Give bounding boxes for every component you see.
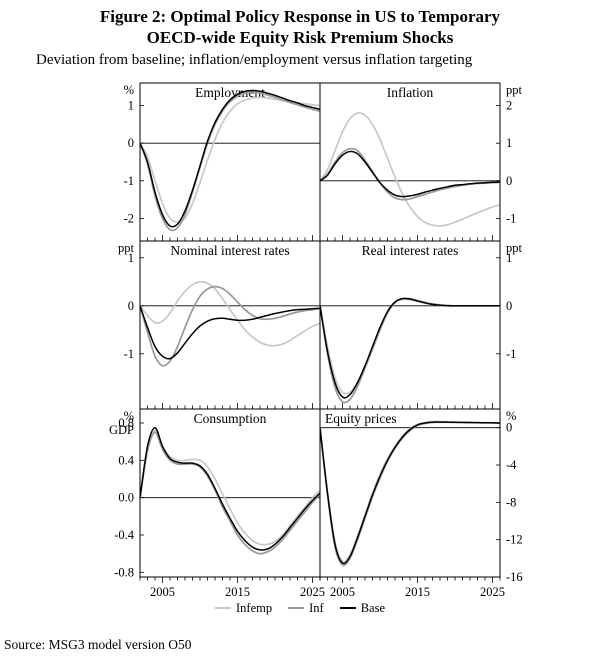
x-tick-label: 2005 (150, 585, 175, 599)
series-line-Infemp (320, 297, 500, 395)
axis-unit-label: ppt (506, 241, 523, 255)
legend-item: Base (339, 600, 385, 616)
y-tick-label: 0 (506, 173, 512, 187)
series-line-Inf (320, 420, 500, 566)
y-tick-label: 0 (506, 420, 512, 434)
axis-unit-label: % (124, 409, 134, 423)
x-tick-label: 2015 (225, 585, 250, 599)
panel-title: Equity prices (325, 411, 397, 426)
panel-border (319, 82, 501, 241)
axis-unit-label: ppt (506, 83, 523, 97)
y-tick-label: -1 (124, 173, 134, 187)
series-line-Inf (320, 296, 500, 403)
x-tick-label: 2015 (405, 585, 430, 599)
y-tick-label: 0.8 (118, 416, 134, 430)
y-tick-label: -12 (506, 532, 523, 546)
series-line-Inf (140, 430, 320, 555)
chart-grid: 1 0 -1 -2% Employment 2 1 0 -1 ppt Inflation 1 0 -1 pp… (0, 69, 600, 601)
series-line-Infemp (140, 280, 320, 347)
axis-unit-sublabel: GDP (109, 423, 134, 437)
x-tick-label: 2025 (480, 585, 505, 599)
y-tick-label: 1 (128, 250, 134, 264)
y-tick-label: 0.0 (118, 490, 134, 504)
y-tick-label: 0 (128, 298, 134, 312)
y-tick-label: 1 (128, 98, 134, 112)
y-tick-label: -16 (506, 570, 523, 584)
legend-item: Inf (288, 601, 324, 616)
panel-title: Consumption (194, 411, 267, 426)
chart-svg: 1 0 -1 -2% Employment 2 1 0 -1 ppt Inflation 1 0 -1 pp… (109, 82, 523, 599)
x-tick-label: 2025 (300, 585, 325, 599)
legend-line-swatch (288, 607, 305, 609)
panel-border (319, 240, 501, 409)
axis-unit-label: % (124, 83, 134, 97)
y-tick-label: 2 (506, 98, 512, 112)
figure-title-line2: OECD-wide Equity Risk Premium Shocks (146, 28, 454, 48)
series-line-Base (320, 420, 500, 564)
series-line-Infemp (320, 111, 500, 227)
series-line-Inf (320, 147, 500, 200)
series-line-Base (140, 89, 320, 227)
series-line-Base (140, 305, 320, 360)
legend-line-swatch (339, 607, 356, 609)
y-tick-label: -1 (506, 346, 516, 360)
y-tick-label: 0 (128, 136, 134, 150)
y-tick-label: -0.8 (114, 565, 134, 579)
panel-title: Real interest rates (362, 243, 459, 258)
figure-subtitle: Deviation from baseline; inflation/emplo… (36, 51, 473, 68)
series-line-Base (320, 150, 500, 197)
y-tick-label: -4 (506, 458, 517, 472)
panel-border (139, 408, 321, 577)
legend: Infemp Inf Base (0, 601, 600, 616)
series-line-Inf (140, 285, 320, 367)
source-note: Source: MSG3 model version O50 (4, 637, 192, 652)
y-tick-label: 1 (506, 250, 512, 264)
series-line-Infemp (140, 429, 320, 546)
x-tick-label: 2005 (330, 585, 355, 599)
axis-unit-label: % (506, 409, 516, 423)
y-tick-label: -8 (506, 495, 516, 509)
panel-title: Inflation (387, 85, 434, 100)
panel-border (139, 240, 321, 409)
series-line-Infemp (140, 95, 320, 223)
series-line-Inf (140, 91, 320, 231)
legend-label: Infemp (236, 600, 273, 615)
panel-border (319, 408, 501, 577)
legend-label: Inf (309, 600, 324, 615)
axis-unit-label: ppt (118, 241, 135, 255)
y-tick-label: 0.4 (118, 453, 134, 467)
legend-label: Base (360, 600, 385, 615)
series-line-Infemp (320, 420, 500, 562)
y-tick-label: -0.4 (114, 528, 135, 542)
panel-border (139, 82, 321, 241)
panel-title: Nominal interest rates (170, 243, 289, 258)
legend-line-swatch (215, 607, 231, 609)
series-line-Base (140, 426, 320, 551)
figure-title: Figure 2: Optimal Policy Response in US … (0, 0, 600, 49)
series-line-Base (320, 297, 500, 399)
y-tick-label: -2 (124, 211, 134, 225)
y-tick-label: 0 (506, 298, 512, 312)
panel-title: Employment (195, 85, 265, 100)
y-tick-label: -1 (124, 346, 134, 360)
y-tick-label: -1 (506, 211, 516, 225)
legend-item: Infemp (215, 601, 272, 616)
y-tick-label: 1 (506, 136, 512, 150)
figure-title-line1: Figure 2: Optimal Policy Response in US … (99, 7, 501, 26)
